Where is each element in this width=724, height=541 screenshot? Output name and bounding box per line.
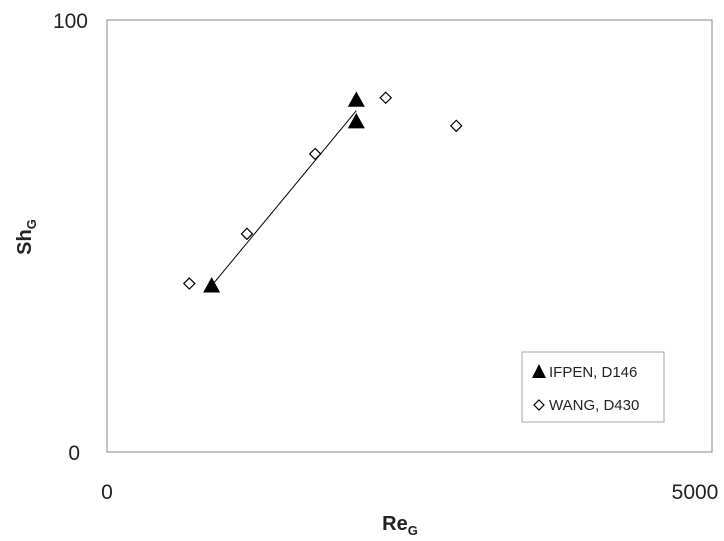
data-point-series-2-2 xyxy=(240,227,254,241)
trendline xyxy=(211,110,357,286)
y-axis-title-main: Sh xyxy=(14,229,36,255)
plot-area xyxy=(106,19,713,453)
trendline-layer xyxy=(211,110,357,286)
x-tick-label-5000: 5000 xyxy=(672,481,719,504)
y-axis-title-sub: G xyxy=(24,219,39,229)
data-point-series-2-4 xyxy=(379,91,393,105)
legend-marker-ifpen-d146 xyxy=(532,364,546,378)
y-tick-label-100: 100 xyxy=(53,10,88,33)
legend-marker-wang-d430 xyxy=(533,399,545,411)
legend: IFPEN, D146 WANG, D430 xyxy=(521,351,665,423)
x-axis-title: ReG xyxy=(382,513,418,538)
data-point-series-1-1 xyxy=(203,277,221,293)
legend-label-ifpen-d146: IFPEN, D146 xyxy=(549,364,637,381)
legend-label-wang-d430: WANG, D430 xyxy=(549,397,639,414)
data-point-series-1-2 xyxy=(347,91,365,107)
y-axis-title: ShG xyxy=(14,219,39,255)
x-axis-title-main: Re xyxy=(382,513,408,535)
marks-layer xyxy=(182,91,463,293)
x-tick-label-0: 0 xyxy=(101,481,113,504)
legend-box xyxy=(521,351,665,423)
data-point-series-2-3 xyxy=(308,147,322,161)
data-point-series-2-1 xyxy=(182,277,196,290)
data-point-series-1-3 xyxy=(347,113,365,129)
y-tick-label-0: 0 xyxy=(68,442,80,465)
x-axis-title-sub: G xyxy=(408,523,418,538)
data-point-series-2-5 xyxy=(449,119,463,133)
